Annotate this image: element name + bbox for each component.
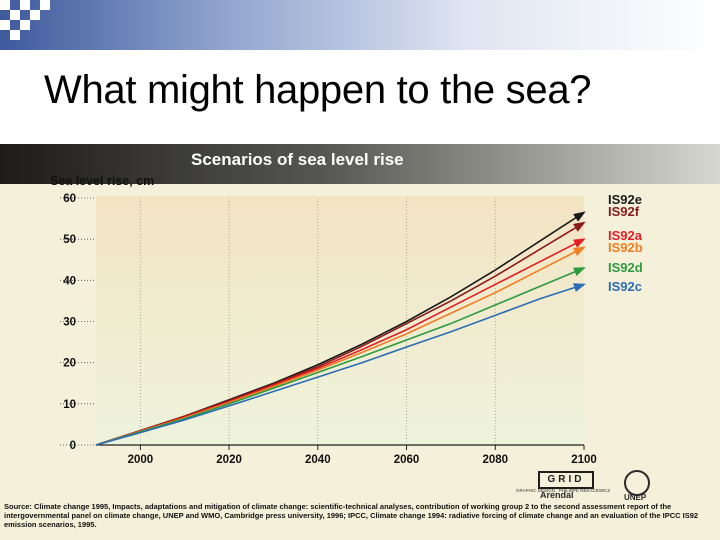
y-tick-label: 30 — [63, 317, 76, 329]
arrowhead-is92c — [573, 283, 586, 292]
y-tick-label: 40 — [63, 275, 76, 287]
x-tick-label: 2060 — [394, 454, 420, 466]
chart-title-banner — [0, 144, 720, 184]
legend-item-is92d: IS92d — [608, 260, 643, 275]
graphic-credit: GRAPHIC DESIGN : PHILIPPE REKACEWICZ — [516, 488, 611, 493]
legend-item-is92b: IS92b — [608, 240, 643, 255]
x-tick-label: 2000 — [128, 454, 154, 466]
legend-item-is92a: IS92a — [608, 228, 643, 243]
y-tick-label: 60 — [63, 193, 76, 205]
source-note: Source: Climate change 1995, Impacts, ad… — [4, 502, 699, 529]
legend-item-is92c: IS92c — [608, 279, 642, 294]
x-tick-label: 2040 — [305, 454, 331, 466]
x-tick-labels: 2000 2020 2040 2060 2080 2100 — [128, 445, 597, 466]
y-axis-label: Sea level rise, cm — [50, 174, 155, 188]
unep-logo-icon — [624, 470, 650, 496]
arendal-logo-text: Arendal — [540, 490, 574, 500]
chart-figure: Scenarios of sea level rise Sea level ri… — [0, 144, 720, 540]
y-tick-labels: 0 10 20 30 40 50 60 — [60, 193, 96, 452]
arrowhead-is92d — [573, 267, 586, 276]
slide-title: What might happen to the sea? — [44, 68, 592, 112]
plot-area-background — [96, 196, 584, 445]
series-line-is92c — [95, 283, 585, 446]
unep-logo-text: UNEP — [624, 493, 647, 502]
arrowhead-is92e — [573, 211, 586, 222]
decorative-checker-pattern — [0, 0, 60, 50]
grid-arendal-logo: GRID — [538, 471, 594, 489]
series-lines — [95, 211, 586, 446]
y-tick-label: 50 — [63, 234, 76, 246]
y-tick-label: 0 — [70, 440, 76, 452]
legend-item-is92e: IS92e — [608, 192, 642, 207]
series-line-is92d — [95, 267, 585, 446]
legend-item-is92f: IS92f — [608, 204, 640, 219]
slide-header-band — [0, 0, 720, 50]
arrowhead-is92b — [573, 246, 586, 256]
arrowhead-is92f — [573, 221, 586, 232]
x-tick-label: 2080 — [482, 454, 508, 466]
x-tick-label: 2100 — [571, 454, 597, 466]
arrowhead-is92a — [573, 238, 586, 248]
chart-title: Scenarios of sea level rise — [191, 150, 404, 169]
chart-plot: 0 10 20 30 40 50 60 2000 2020 2040 2060 2080 2100 I… — [60, 192, 643, 466]
y-tick-label: 20 — [63, 358, 76, 370]
x-tick-label: 2020 — [216, 454, 242, 466]
y-tick-label: 10 — [63, 399, 76, 411]
